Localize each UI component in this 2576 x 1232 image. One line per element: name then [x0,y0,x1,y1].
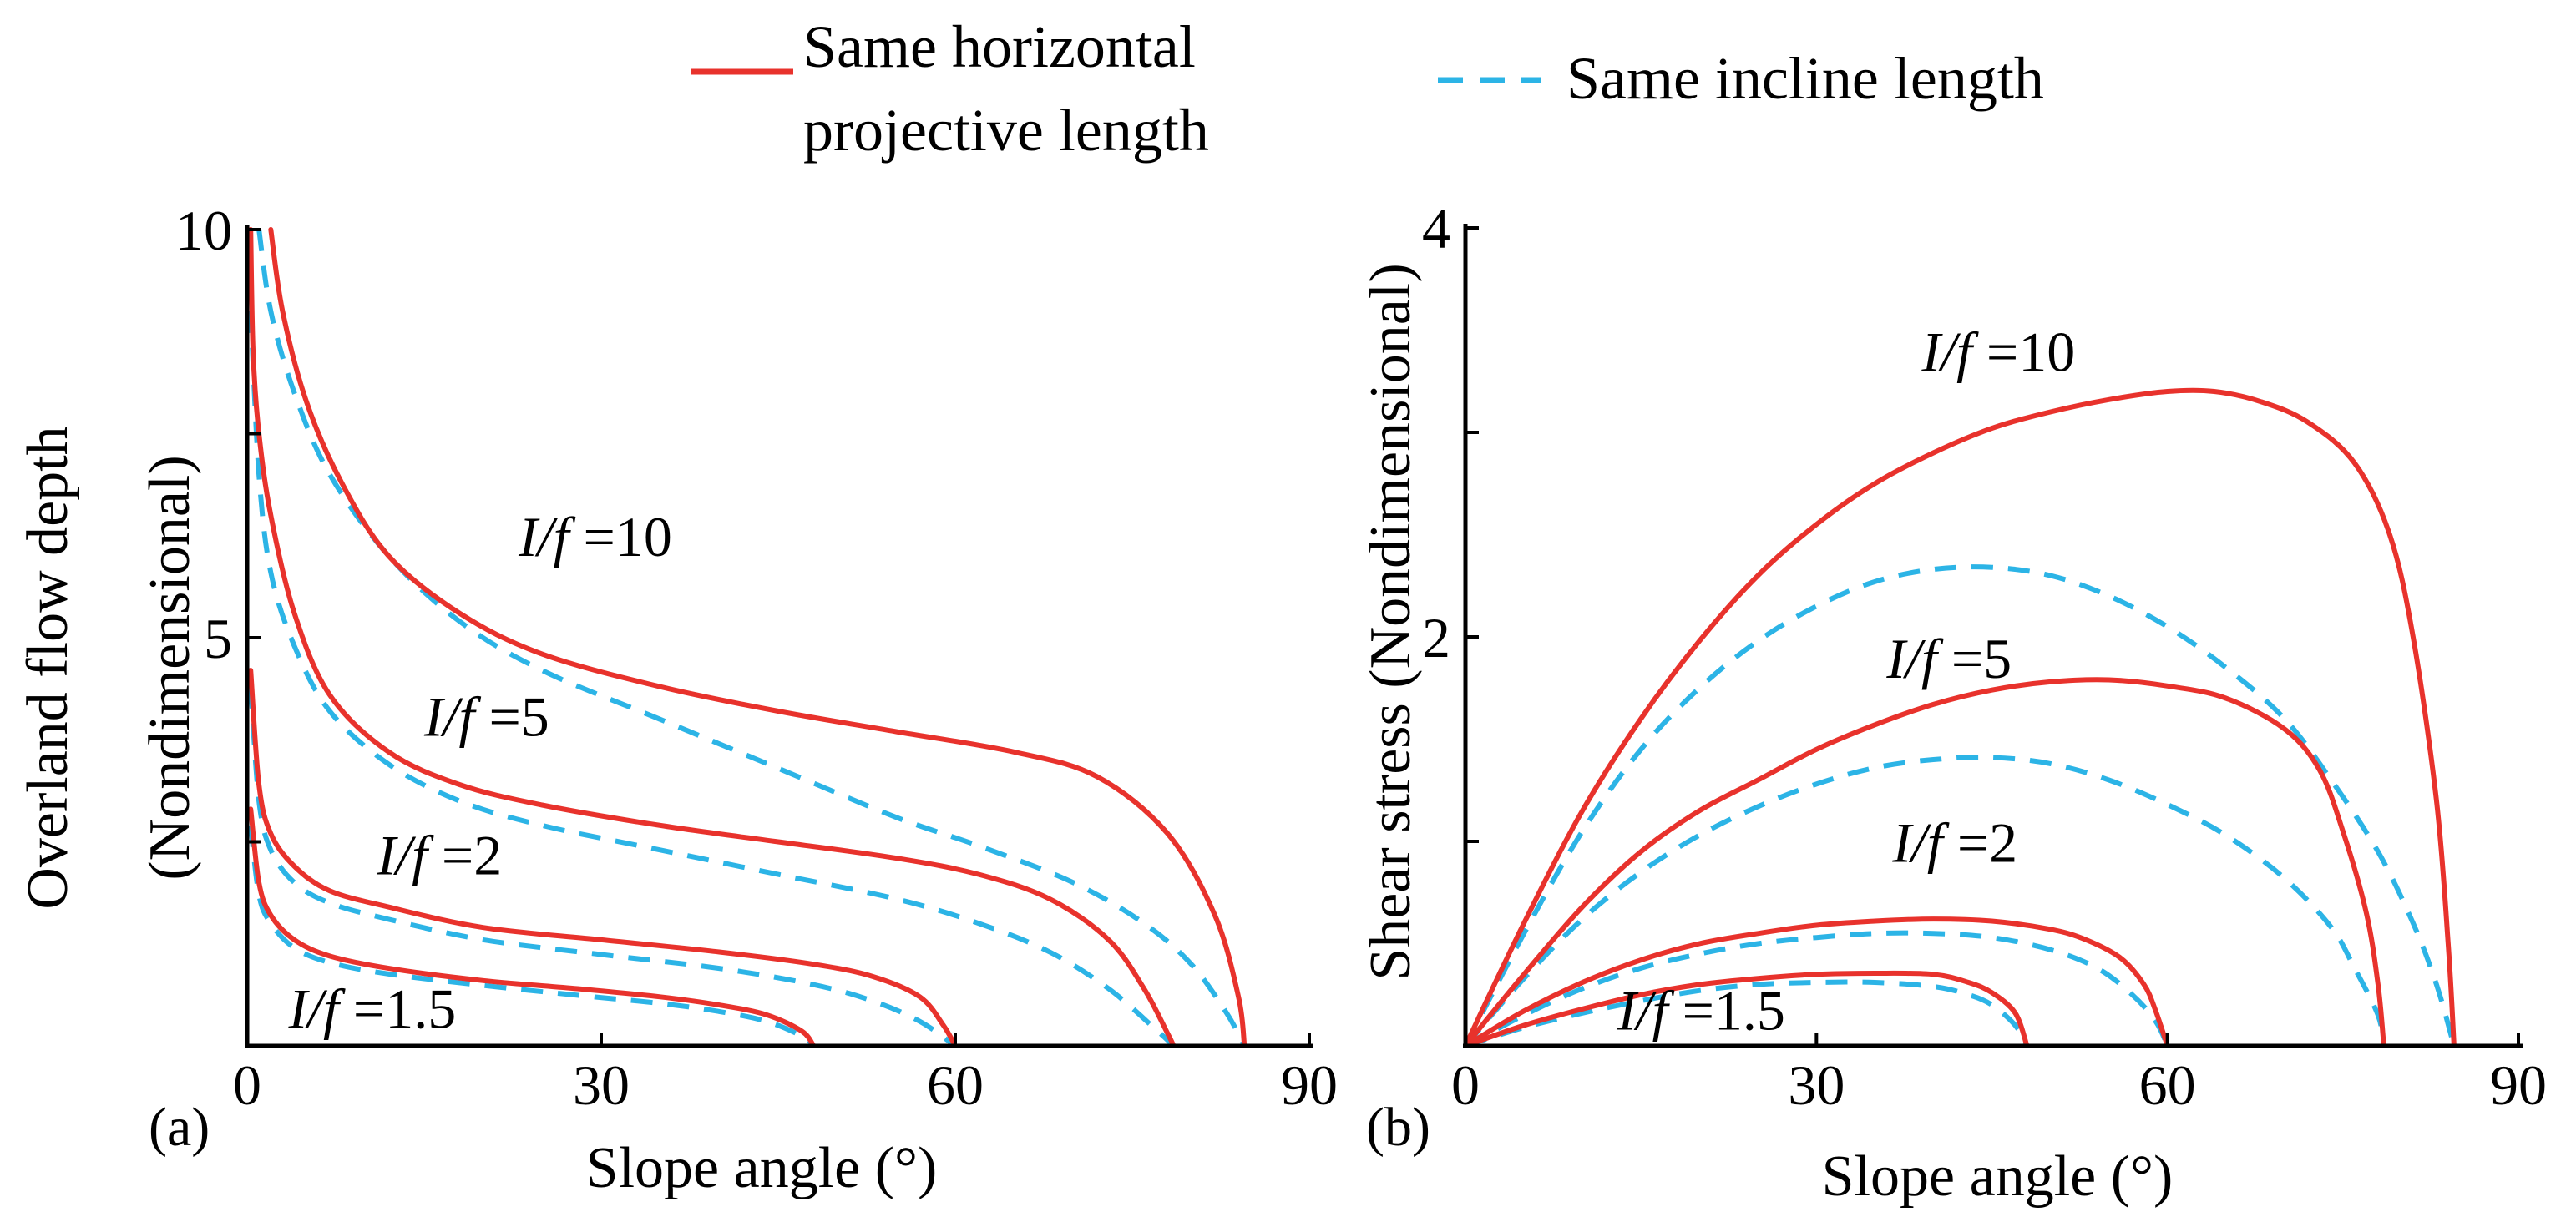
panel-b-y-tick-label-2: 2 [1422,606,1450,669]
panel-a-series-0-solid [268,227,1248,1048]
legend: Same horizontal projective length Same i… [691,13,2044,164]
panel-b-ticks: 0 30 60 90 2 4 [1422,197,2547,1117]
panel-a-curves [248,227,1248,1048]
panel-a-y-tick-label-2: 5 [204,607,232,670]
panel-b-series-0-solid [1463,387,2457,1048]
panel-b-series-1-dashed [1463,564,2457,1048]
panel-a-y-axis-title-line2: (Nondimensional) [138,455,202,880]
legend-dashed-label: Same incline length [1566,45,2044,112]
panel-a-y-axis-title-line1: Overland flow depth [16,426,80,909]
panel-a-series-1-dashed [256,229,1247,1048]
panel-b-x-tick-label-1: 30 [1788,1053,1845,1117]
panel-a-series-2-solid [248,227,1177,1048]
panel-a-curve-label-3: I/f =1.5 [287,977,456,1040]
panel-a-curve-label-0: I/f =10 [518,505,672,568]
panel-a-label: (a) [149,1097,210,1158]
legend-solid-label-line2: projective length [803,97,1209,164]
panel-b-series-2-solid [1463,677,2386,1048]
panel-a-overland-flow-depth: 0 30 60 90 5 10 I/f =10 I/f =5 I/f =2 I/f =1.5 S… [16,199,1338,1200]
panel-a-series-7-dashed [248,825,816,1048]
panel-b-series-3-dashed [1463,755,2386,1048]
panel-a-series-4-solid [248,668,958,1048]
panel-a-x-tick-label-0: 0 [233,1053,261,1117]
panel-a-x-tick-label-2: 60 [927,1053,984,1117]
panel-b-x-tick-label-3: 90 [2490,1053,2547,1117]
panel-a-curve-label-2: I/f =2 [376,824,502,887]
panel-a-y-tick-label-4: 10 [175,199,232,262]
panel-b-curve-label-1: I/f =5 [1885,627,2012,690]
panel-b-y-tick-label-4: 4 [1422,197,1450,260]
panel-b-x-axis-title: Slope angle (°) [1822,1144,2174,1209]
legend-solid-label-line1: Same horizontal [803,13,1196,80]
panel-b-curve-label-2: I/f =2 [1891,811,2017,875]
panel-a-x-tick-label-1: 30 [573,1053,630,1117]
panel-b-curves [1463,387,2457,1048]
panel-b-series-5-dashed [1464,930,2170,1048]
panel-a-curve-label-1: I/f =5 [423,684,549,748]
panel-a-x-tick-label-3: 90 [1281,1053,1338,1117]
panel-b-shear-stress: 0 30 60 90 2 4 I/f =10 I/f =5 I/f =2 I/f =1.5 Sl… [1359,197,2547,1209]
panel-b-x-tick-label-0: 0 [1451,1053,1480,1117]
panel-a-ticks: 0 30 60 90 5 10 [175,199,1338,1117]
panel-b-curve-label-0: I/f =10 [1921,321,2075,384]
panel-b-curve-labels: I/f =10 I/f =5 I/f =2 I/f =1.5 [1617,321,2075,1043]
panel-a-series-3-dashed [248,311,1176,1048]
panel-b-series-4-solid [1463,916,2170,1048]
panel-a-x-axis-title: Slope angle (°) [586,1136,938,1200]
panel-b-x-tick-label-2: 60 [2139,1053,2196,1117]
panel-a-series-5-dashed [248,686,957,1048]
panel-b-series-6-solid [1463,970,2030,1048]
panel-a-curve-labels: I/f =10 I/f =5 I/f =2 I/f =1.5 [287,505,671,1040]
panel-b-curve-label-3: I/f =1.5 [1617,978,1785,1042]
panel-b-label: (b) [1366,1097,1430,1158]
panel-b-series-7-dashed [1465,979,2030,1048]
panel-b-y-axis-title: Shear stress (Nondimensional) [1359,263,1423,980]
panel-a-series-6-solid [248,806,817,1048]
